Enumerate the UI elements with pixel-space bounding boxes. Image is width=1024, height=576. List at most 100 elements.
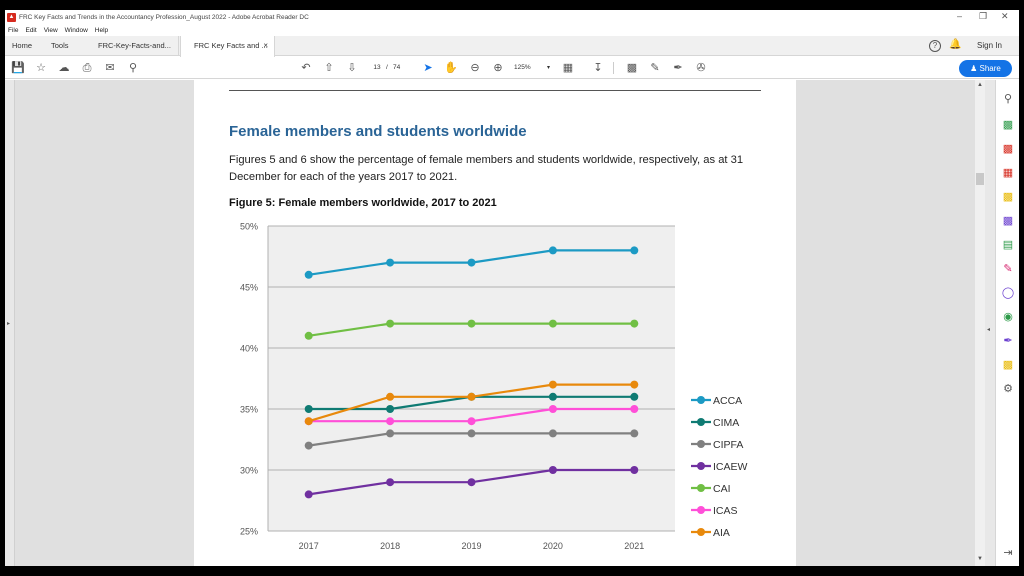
toolbar: 💾 ☆ ☁ ⎙ ✉ ⚲ ↶ ⇧ ⇩ / 74 ➤ ✋ ⊖ ⊕ 125% ▾ ▦ … (5, 57, 1019, 79)
menu-file[interactable]: File (8, 26, 19, 34)
notification-bell-icon[interactable]: 🔔 (949, 39, 962, 50)
data-point-acca (386, 258, 395, 267)
menu-edit[interactable]: Edit (25, 26, 37, 34)
x-tick-label: 2017 (299, 541, 319, 551)
legend-label-cima: CIMA (713, 417, 739, 429)
data-point-aia (467, 392, 476, 401)
star-icon[interactable]: ☆ (36, 62, 46, 74)
document-area[interactable]: ▸ Female members and students worldwide … (5, 80, 1019, 566)
help-icon[interactable]: ? (929, 40, 941, 52)
edit-pdf-icon[interactable]: ◉ (1003, 311, 1013, 323)
share-label: Share (979, 64, 1001, 73)
data-point-cipfa (630, 429, 639, 438)
fit-page-icon[interactable]: ▦ (562, 62, 574, 74)
sign-in-link[interactable]: Sign In (977, 41, 1002, 50)
menu-bar: File Edit View Window Help (5, 24, 115, 36)
comment-tool-icon[interactable]: ▩ (1002, 191, 1014, 203)
data-point-cai (467, 319, 476, 328)
tab-close-icon[interactable]: × (263, 41, 268, 50)
data-point-icaew (630, 466, 639, 474)
zoom-out-icon[interactable]: ⊖ (470, 62, 480, 74)
select-arrow-icon[interactable]: ➤ (423, 62, 433, 74)
data-point-cipfa (548, 429, 557, 438)
left-panel-toggle[interactable]: ▸ (5, 80, 15, 566)
data-point-aia (304, 417, 313, 426)
more-tools-icon[interactable]: ⚙ (1003, 383, 1013, 395)
collapse-left-icon: ◂ (987, 327, 991, 333)
menu-help[interactable]: Help (94, 26, 109, 34)
data-point-icaew (386, 478, 395, 487)
menu-window[interactable]: Window (64, 26, 88, 34)
data-point-icas (548, 405, 557, 413)
protect-icon[interactable]: ◯ (1001, 287, 1015, 299)
organize-pages-icon[interactable]: ▦ (1002, 167, 1014, 179)
data-point-icas (386, 417, 395, 426)
save-icon[interactable]: 💾 (11, 62, 25, 74)
rotate-icon[interactable]: ↶ (301, 62, 311, 74)
data-point-icas (467, 417, 476, 426)
data-point-cima (304, 405, 313, 413)
toolbar-divider (613, 62, 614, 74)
request-signature-icon[interactable]: ✒ (1003, 335, 1013, 347)
legend-label-icaew: ICAEW (713, 461, 748, 473)
tab-document-2-label: FRC Key Facts and ... (194, 41, 268, 50)
line-chart: 50% 45% 40% 35% 30% 25% 2017 2018 2019 2020 2021 AC… (240, 222, 748, 552)
hand-icon[interactable]: ✋ (444, 62, 458, 74)
page-number-input[interactable] (369, 62, 385, 74)
create-pdf-icon[interactable]: ▩ (1002, 143, 1014, 155)
scroll-mode-icon[interactable]: ↧ (593, 62, 603, 74)
data-point-cima (386, 405, 395, 413)
y-tick-label: 30% (240, 466, 258, 476)
tab-document-1[interactable]: FRC-Key-Facts-and... (88, 36, 179, 56)
scroll-up-icon[interactable]: ▲ (977, 82, 983, 88)
legend-marker-icas (697, 506, 705, 514)
x-tick-label: 2019 (461, 541, 481, 551)
data-point-acca (467, 258, 476, 267)
data-point-icaew (467, 478, 476, 487)
fill-sign-icon[interactable]: ✎ (1003, 263, 1013, 275)
next-page-icon[interactable]: ⇩ (347, 62, 357, 74)
data-point-acca (630, 246, 639, 255)
comment-icon[interactable]: ▩ (626, 62, 638, 74)
prev-page-icon[interactable]: ⇧ (324, 62, 334, 74)
data-point-cai (304, 331, 313, 340)
combine-files-icon[interactable]: ▩ (1002, 215, 1014, 227)
legend-label-cai: CAI (713, 483, 731, 495)
zoom-search-icon[interactable]: ⚲ (1003, 93, 1013, 105)
tab-document-2[interactable]: FRC Key Facts and ... × (180, 36, 275, 57)
y-tick-label: 40% (240, 344, 258, 354)
scroll-down-icon[interactable]: ▼ (977, 556, 983, 562)
right-panel-toggle[interactable]: ◂ (985, 80, 995, 566)
export-pdf-icon[interactable]: ▩ (1002, 119, 1014, 131)
email-icon[interactable]: ✉ (105, 62, 115, 74)
restore-button[interactable]: ❐ (979, 11, 988, 21)
data-point-aia (630, 380, 639, 389)
highlight-icon[interactable]: ✎ (650, 62, 660, 74)
tab-tools[interactable]: Tools (51, 41, 69, 50)
sign-icon[interactable]: ✒ (673, 62, 683, 74)
collapse-rail-icon[interactable]: ⇥ (1003, 547, 1013, 559)
minimize-button[interactable]: – (957, 11, 963, 21)
data-point-acca (304, 270, 313, 279)
menu-view[interactable]: View (43, 26, 58, 34)
stamp-icon[interactable]: ✇ (696, 62, 706, 74)
zoom-in-icon[interactable]: ⊕ (493, 62, 503, 74)
data-point-cipfa (386, 429, 395, 438)
scrollbar-thumb[interactable] (976, 173, 984, 185)
zoom-dropdown[interactable]: 125% ▾ (514, 62, 550, 74)
close-window-button[interactable]: ✕ (1001, 11, 1009, 21)
data-point-aia (386, 392, 395, 401)
data-point-icas (630, 405, 639, 413)
pdf-page: Female members and students worldwide Fi… (194, 80, 796, 566)
data-point-cai (386, 319, 395, 328)
tab-home[interactable]: Home (12, 41, 33, 50)
window-title: FRC Key Facts and Trends in the Accounta… (19, 14, 309, 21)
compress-pdf-icon[interactable]: ▤ (1002, 239, 1014, 251)
upload-icon[interactable]: ☁ (58, 62, 70, 74)
search-icon[interactable]: ⚲ (128, 62, 138, 74)
vertical-scrollbar[interactable]: ▲ ▼ (975, 80, 985, 566)
export-file-icon[interactable]: ▩ (1002, 359, 1014, 371)
x-tick-label: 2021 (624, 541, 644, 551)
share-button[interactable]: ♟ Share (959, 60, 1012, 77)
print-icon[interactable]: ⎙ (82, 62, 92, 74)
